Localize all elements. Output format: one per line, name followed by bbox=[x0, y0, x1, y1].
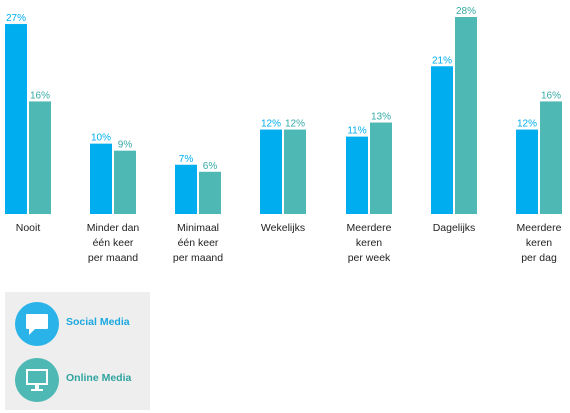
data-label-online-media-dagelijks: 28% bbox=[456, 6, 476, 17]
category-label-meerdere-keren-per-week: Meerdere keren per week bbox=[347, 222, 392, 264]
bar-chart: 27% 16% Nooit 10% 9% Minder dan één keer per ma… bbox=[5, 6, 562, 264]
bar-social-media-wekelijks bbox=[260, 129, 282, 214]
bar-social-media-dagelijks bbox=[431, 66, 453, 214]
bar-social-media-minder-dan-n-keer-per-maand bbox=[90, 143, 112, 214]
bar-online-media-dagelijks bbox=[455, 17, 477, 214]
legend-item-social-media: Social Media bbox=[15, 302, 150, 346]
bar-social-media-meerdere-keren-per-dag bbox=[516, 129, 538, 214]
category-label-nooit: Nooit bbox=[16, 222, 41, 234]
data-label-social-media-wekelijks: 12% bbox=[261, 119, 281, 130]
legend-label-social-media: Social Media bbox=[66, 316, 130, 328]
bar-online-media-meerdere-keren-per-dag bbox=[540, 101, 562, 214]
bar-social-media-nooit bbox=[5, 24, 27, 214]
monitor-icon bbox=[15, 358, 59, 402]
legend-item-online-media: Online Media bbox=[15, 358, 150, 402]
bar-online-media-minimaal-n-keer-per-maand bbox=[199, 171, 221, 214]
category-label-dagelijks: Dagelijks bbox=[433, 222, 476, 234]
data-label-online-media-meerdere-keren-per-dag: 16% bbox=[541, 90, 561, 101]
bar-social-media-minimaal-n-keer-per-maand bbox=[175, 164, 197, 214]
category-label-minimaal-n-keer-per-maand: Minimaal één keer per maand bbox=[173, 222, 223, 264]
category-label-wekelijks: Wekelijks bbox=[261, 222, 305, 234]
data-label-social-media-minimaal-n-keer-per-maand: 7% bbox=[179, 154, 194, 165]
bar-online-media-meerdere-keren-per-week bbox=[370, 122, 392, 214]
data-label-online-media-wekelijks: 12% bbox=[285, 119, 305, 130]
bar-online-media-nooit bbox=[29, 101, 51, 214]
speech-bubble-icon bbox=[15, 302, 59, 346]
data-label-social-media-meerdere-keren-per-dag: 12% bbox=[517, 119, 537, 130]
bar-online-media-wekelijks bbox=[284, 129, 306, 214]
data-label-social-media-dagelijks: 21% bbox=[432, 55, 452, 66]
data-label-social-media-meerdere-keren-per-week: 11% bbox=[347, 126, 366, 137]
bar-social-media-meerdere-keren-per-week bbox=[346, 136, 368, 214]
legend: Social Media Online Media bbox=[5, 292, 150, 410]
data-label-online-media-minder-dan-n-keer-per-maand: 9% bbox=[118, 140, 133, 151]
category-label-minder-dan-n-keer-per-maand: Minder dan één keer per maand bbox=[87, 222, 140, 264]
data-label-online-media-nooit: 16% bbox=[30, 90, 50, 101]
legend-label-online-media: Online Media bbox=[66, 372, 132, 384]
data-label-social-media-nooit: 27% bbox=[6, 13, 26, 24]
data-label-social-media-minder-dan-n-keer-per-maand: 10% bbox=[91, 133, 111, 144]
data-label-online-media-minimaal-n-keer-per-maand: 6% bbox=[203, 161, 218, 172]
bar-online-media-minder-dan-n-keer-per-maand bbox=[114, 150, 136, 214]
data-label-online-media-meerdere-keren-per-week: 13% bbox=[371, 112, 391, 123]
category-label-meerdere-keren-per-dag: Meerdere keren per dag bbox=[517, 222, 562, 264]
